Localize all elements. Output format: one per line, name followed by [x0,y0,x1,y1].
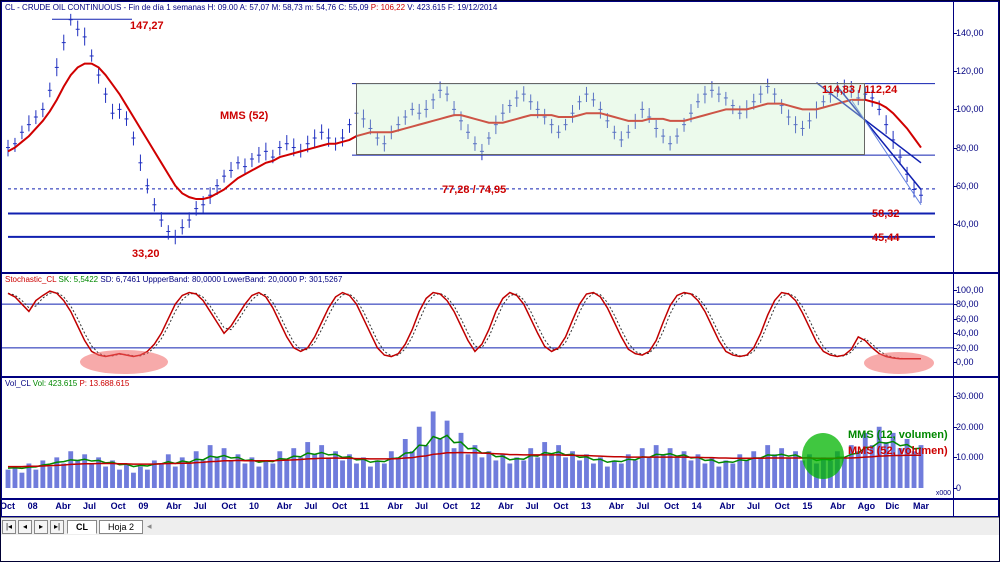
stochastic-panel: Stochastic_CL SK: 5,5422 SD: 6,7461 Uppp… [1,273,999,377]
price-y-axis: 140,00120,00100,0080,0060,0040,00 [953,2,998,272]
vol-y-axis: 30.00020.00010.0000 [953,378,998,498]
tab-cl[interactable]: CL [67,520,97,534]
nav-first-icon[interactable]: |◂ [2,520,16,534]
peak-label: 147,27 [130,20,164,32]
volume-highlight-ellipse [802,433,844,479]
current-label: 58,32 [872,208,900,220]
upper-range-label: 114,83 / 112,24 [822,84,897,96]
consolidation-rect [356,83,865,155]
volume-chart-area[interactable]: Vol_CL Vol: 423.615 P: 13.688.615 MMS (1… [2,378,953,498]
nav-prev-icon[interactable]: ◂ [18,520,32,534]
tab-scroll-icon[interactable]: ◂ [147,521,152,532]
chart-container: CL - CRUDE OIL CONTINUOUS - Fin de día 1… [0,0,1000,562]
stochastic-chart-area[interactable]: Stochastic_CL SK: 5,5422 SD: 6,7461 Uppp… [2,274,953,376]
oversold-ellipse-2 [864,352,934,374]
tab-hoja2[interactable]: Hoja 2 [99,520,143,534]
lower-range-label: 77,28 / 74,95 [442,184,506,196]
mms12v-label: MMS (12, volumen) [848,429,948,441]
stoch-y-axis: 100,0080,0060,0040,0020,000,00 [953,274,998,376]
oversold-ellipse-1 [80,350,168,374]
price-panel: CL - CRUDE OIL CONTINUOUS - Fin de día 1… [1,1,999,273]
mms52-label: MMS (52) [220,110,268,122]
nav-last-icon[interactable]: ▸| [50,520,64,534]
nav-next-icon[interactable]: ▸ [34,520,48,534]
support-label: 45,44 [872,232,900,244]
bottom-label: 33,20 [132,248,160,260]
x-axis-row: Oct08AbrJulOct09AbrJulOct10AbrJulOct11Ab… [1,499,999,517]
tab-bar: |◂ ◂ ▸ ▸| CL Hoja 2 ◂ [1,517,999,535]
x-axis-right-spacer [953,500,998,516]
volume-panel: Vol_CL Vol: 423.615 P: 13.688.615 MMS (1… [1,377,999,499]
price-chart-area[interactable]: CL - CRUDE OIL CONTINUOUS - Fin de día 1… [2,2,953,272]
x-axis[interactable]: Oct08AbrJulOct09AbrJulOct10AbrJulOct11Ab… [2,500,953,516]
x000-label: x000 [936,490,951,497]
mms52v-label: MMS (52, volumen) [848,445,948,457]
